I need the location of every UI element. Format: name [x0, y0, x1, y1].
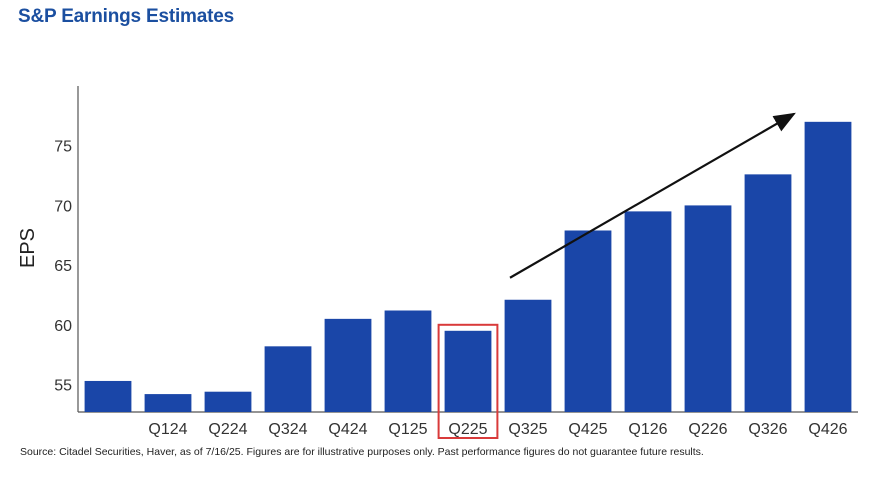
bar — [384, 310, 432, 412]
bar — [564, 230, 612, 412]
x-tick-label: Q326 — [748, 421, 787, 438]
bar — [264, 346, 312, 412]
x-tick-label: Q426 — [808, 421, 847, 438]
bar — [624, 211, 672, 412]
x-tick-label: Q126 — [628, 421, 667, 438]
chart-title: S&P Earnings Estimates — [18, 6, 234, 27]
bar — [504, 299, 552, 412]
bars — [84, 121, 852, 413]
annotations — [437, 112, 796, 439]
x-tick-label: Q125 — [388, 421, 427, 438]
x-tick-label: Q225 — [448, 421, 487, 438]
bar — [744, 174, 792, 412]
bar — [204, 391, 252, 412]
x-tick-label: Q224 — [208, 421, 247, 438]
x-tick-label: Q124 — [148, 421, 187, 438]
x-tick-label: Q226 — [688, 421, 727, 438]
source-note: Source: Citadel Securities, Haver, as of… — [20, 446, 704, 458]
y-tick-label: 65 — [54, 258, 72, 275]
bar — [144, 394, 192, 412]
bar — [684, 205, 732, 412]
x-tick-label: Q325 — [508, 421, 547, 438]
bar — [804, 121, 852, 413]
trend-arrow — [509, 112, 796, 279]
x-tick-label: Q324 — [268, 421, 307, 438]
y-axis-label: EPS — [17, 228, 39, 268]
bar — [324, 318, 372, 412]
y-tick-label: 55 — [54, 378, 72, 395]
x-tick-label: Q425 — [568, 421, 607, 438]
y-tick-label: 60 — [54, 318, 72, 335]
x-tick-label: Q424 — [328, 421, 367, 438]
highlight-box — [437, 323, 499, 439]
x-ticks: Q124 Q224 Q324 Q424 Q125 Q225 Q325 Q425 Q126 Q226… — [148, 421, 847, 438]
y-tick-label: 75 — [54, 139, 72, 156]
bar — [444, 330, 492, 412]
y-ticks: 55 60 65 70 75 — [54, 139, 72, 395]
y-tick-label: 70 — [54, 198, 72, 215]
bar — [84, 380, 132, 412]
